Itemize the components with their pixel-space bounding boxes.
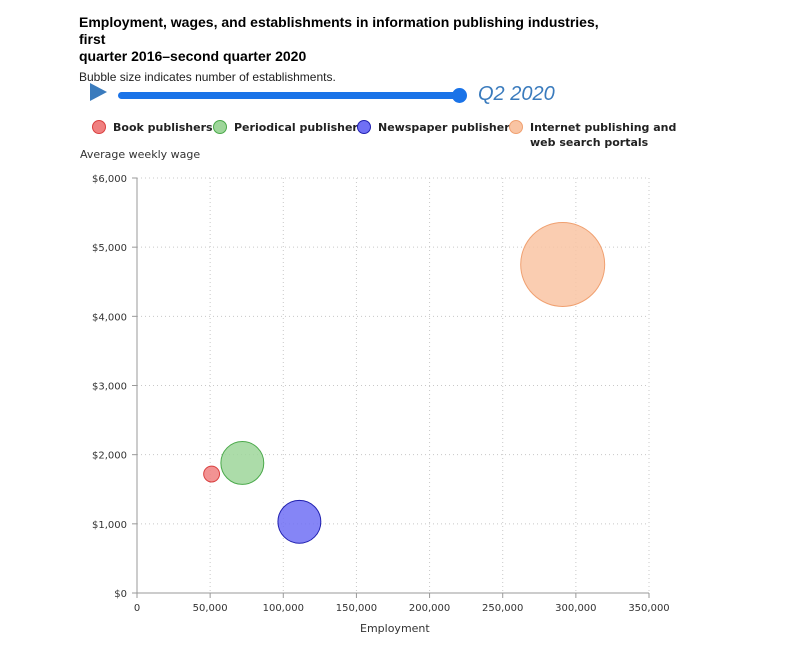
y-axis-label: Average weekly wage <box>80 148 201 161</box>
x-tick-label: 100,000 <box>263 603 304 614</box>
legend-item-periodical-publishers[interactable]: Periodical publishers <box>213 120 364 135</box>
period-label: Q2 2020 <box>478 83 555 105</box>
x-tick-label: 200,000 <box>409 603 450 614</box>
chart-title-line-2: quarter 2016–second quarter 2020 <box>79 48 307 64</box>
y-tick-label: $5,000 <box>92 243 127 254</box>
bubble-periodical-publishers <box>220 441 265 485</box>
y-tick-label: $0 <box>114 589 127 600</box>
legend-dot-internet-publishing <box>509 120 523 134</box>
legend-dot-newspaper-publishers <box>357 120 371 134</box>
x-tick-label: 300,000 <box>555 603 596 614</box>
legend-dot-book-publishers <box>92 120 106 134</box>
legend-label: Periodical publishers <box>234 121 365 134</box>
x-tick-label: 350,000 <box>628 603 669 614</box>
legend-item-internet-publishing[interactable]: Internet publishing and web search porta… <box>509 120 676 150</box>
bubble-newspaper-publishers <box>277 499 322 544</box>
x-tick-label: 150,000 <box>336 603 377 614</box>
timeline-slider-thumb[interactable] <box>452 88 467 103</box>
legend-label: Newspaper publishers <box>378 121 517 134</box>
timeline-slider-track[interactable] <box>118 92 460 99</box>
y-tick-label: $3,000 <box>92 382 127 393</box>
legend-label: Book publishers <box>113 121 213 134</box>
legend-item-newspaper-publishers[interactable]: Newspaper publishers <box>357 120 516 135</box>
y-tick-label: $1,000 <box>92 520 127 531</box>
bubble-internet-publishing-and-web-search-portals <box>520 221 606 307</box>
play-icon[interactable] <box>88 82 108 102</box>
chart-subtitle: Bubble size indicates number of establis… <box>79 70 336 84</box>
x-tick-label: 50,000 <box>193 603 228 614</box>
chart-title: Employment, wages, and establishments in… <box>79 14 619 65</box>
y-tick-label: $6,000 <box>92 174 127 185</box>
legend-label: Internet publishing and web search porta… <box>530 121 677 149</box>
legend-item-book-publishers[interactable]: Book publishers <box>92 120 213 135</box>
x-tick-label: 0 <box>134 603 140 614</box>
x-axis-label: Employment <box>360 622 430 635</box>
chart-title-line-1: Employment, wages, and establishments in… <box>79 14 599 47</box>
x-tick-label: 250,000 <box>482 603 523 614</box>
bubble-book-publishers <box>203 465 221 483</box>
legend-dot-periodical-publishers <box>213 120 227 134</box>
y-tick-label: $4,000 <box>92 312 127 323</box>
y-tick-label: $2,000 <box>92 451 127 462</box>
